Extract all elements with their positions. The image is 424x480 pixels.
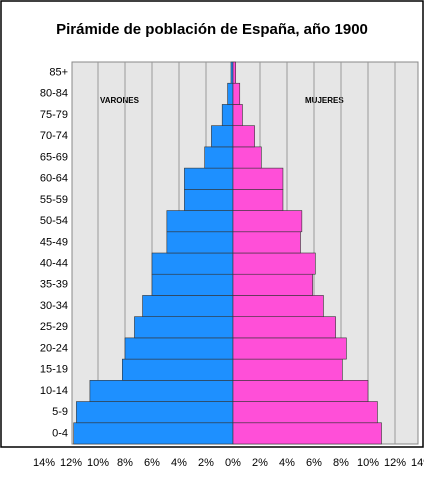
bar <box>232 422 382 445</box>
bar <box>89 380 234 402</box>
bar <box>232 316 336 339</box>
y-tick-label: 70-74 <box>40 130 68 142</box>
bar <box>232 401 378 424</box>
x-tick-label: 8% <box>117 457 133 469</box>
bar <box>232 380 369 402</box>
bar <box>232 189 284 211</box>
bar <box>232 61 236 84</box>
x-tick-label: 10% <box>87 457 109 469</box>
series-label: MUJERES <box>305 96 344 105</box>
bar <box>232 337 347 360</box>
y-tick-label: 55-59 <box>40 194 68 206</box>
bar <box>232 125 255 148</box>
y-tick-label: 10-14 <box>40 385 68 397</box>
bar <box>232 358 343 381</box>
bar <box>232 273 313 296</box>
x-tick-label: 6% <box>144 457 160 469</box>
x-tick-label: 14% <box>33 457 55 469</box>
y-tick-label: 20-24 <box>40 342 68 354</box>
bar <box>184 167 234 190</box>
y-tick-label: 40-44 <box>40 258 68 270</box>
bar <box>232 146 262 169</box>
bar <box>230 61 234 84</box>
bar <box>232 82 241 105</box>
bar <box>151 273 234 296</box>
bar <box>232 167 284 190</box>
y-tick-label: 80-84 <box>40 88 68 100</box>
bar <box>122 358 234 381</box>
y-tick-label: 35-39 <box>40 279 68 291</box>
x-tick-label: 2% <box>198 457 214 469</box>
y-tick-label: 45-49 <box>40 236 68 248</box>
x-tick-label: 4% <box>279 457 295 469</box>
bar <box>184 189 234 211</box>
x-tick-label: 12% <box>384 457 406 469</box>
bar <box>166 231 234 254</box>
bar <box>124 337 234 360</box>
bar <box>232 295 324 317</box>
x-tick-label: 14% <box>411 457 424 469</box>
y-tick-label: 75-79 <box>40 109 68 121</box>
x-tick-label: 8% <box>333 457 349 469</box>
bar <box>151 252 234 275</box>
bar <box>232 231 301 254</box>
y-tick-label: 30-34 <box>40 300 68 312</box>
x-tick-label: 4% <box>171 457 187 469</box>
series-label: VARONES <box>100 96 140 105</box>
bar <box>232 252 316 275</box>
bar <box>166 210 234 233</box>
x-tick-label: 0% <box>225 457 241 469</box>
y-tick-label: 15-19 <box>40 364 68 376</box>
y-tick-label: 25-29 <box>40 321 68 333</box>
bar <box>76 401 234 424</box>
x-tick-label: 12% <box>60 457 82 469</box>
y-tick-label: 0-4 <box>52 427 68 439</box>
bar <box>204 146 234 169</box>
bar <box>134 316 234 339</box>
bar <box>221 104 234 126</box>
y-tick-label: 65-69 <box>40 151 68 163</box>
bar <box>211 125 234 148</box>
bar <box>73 422 234 445</box>
y-tick-label: 50-54 <box>40 215 68 227</box>
bar <box>142 295 234 317</box>
bar <box>232 210 303 233</box>
chart-title: Pirámide de población de España, año 190… <box>56 21 368 38</box>
bar <box>227 82 234 105</box>
y-tick-label: 85+ <box>49 67 68 79</box>
x-tick-label: 6% <box>306 457 322 469</box>
y-tick-label: 60-64 <box>40 173 68 185</box>
bar <box>232 104 243 126</box>
y-tick-label: 5-9 <box>52 406 68 418</box>
x-tick-label: 10% <box>357 457 379 469</box>
x-tick-label: 2% <box>252 457 268 469</box>
